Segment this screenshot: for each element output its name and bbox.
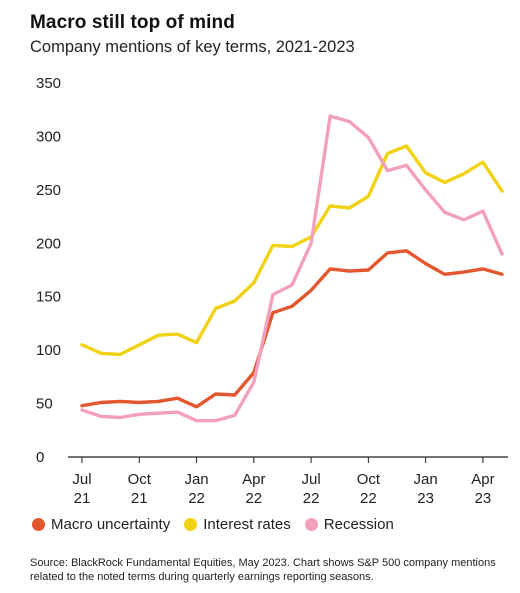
y-tick-label: 50 — [36, 396, 53, 413]
series-line-macro-uncertainty — [80, 249, 504, 409]
chart-subtitle: Company mentions of key terms, 2021-2023 — [30, 38, 355, 56]
y-tick-label: 250 — [36, 182, 61, 199]
x-tick-label-month: Jan — [414, 471, 438, 488]
x-tick-label-month: Jul — [72, 471, 91, 488]
chart-title: Macro still top of mind — [30, 12, 235, 33]
legend-item-interest-rates: Interest rates — [184, 516, 291, 533]
source-note: Source: BlackRock Fundamental Equities, … — [30, 557, 496, 583]
legend-swatch-recession — [304, 518, 318, 531]
x-tick-label-month: Jul — [301, 471, 320, 488]
y-tick-label: 100 — [36, 342, 61, 359]
y-tick-label: 0 — [36, 449, 44, 466]
x-tick-label-month: Apr — [242, 471, 265, 488]
series-line-interest-rates — [80, 144, 504, 357]
legend-swatch-interest-rates — [184, 518, 198, 531]
x-tick-label-month: Oct — [128, 471, 152, 488]
x-tick-label-year: 23 — [417, 490, 434, 507]
y-tick-label: 350 — [36, 75, 61, 92]
x-tick-label-year: 22 — [303, 490, 320, 507]
legend-label-macro-uncertainty: Macro uncertainty — [51, 516, 171, 533]
x-tick-label-month: Jan — [184, 471, 208, 488]
y-tick-label: 150 — [36, 289, 61, 306]
legend-item-macro-uncertainty: Macro uncertainty — [32, 516, 170, 533]
legend: Macro uncertainty Interest rates Recessi… — [32, 516, 408, 533]
y-tick-label: 300 — [36, 128, 61, 145]
x-tick-label-year: 21 — [74, 490, 91, 507]
series-line-recession — [80, 114, 504, 423]
x-tick-label-year: 23 — [475, 490, 492, 507]
x-tick-label-month: Oct — [357, 471, 381, 488]
x-tick-label-year: 21 — [131, 490, 148, 507]
legend-item-recession: Recession — [304, 516, 394, 533]
x-tick-label-month: Apr — [471, 471, 494, 488]
legend-label-interest-rates: Interest rates — [203, 516, 291, 533]
x-tick-label-year: 22 — [360, 490, 377, 507]
y-tick-label: 200 — [36, 235, 61, 252]
x-tick-label-year: 22 — [245, 490, 262, 507]
legend-swatch-macro-uncertainty — [32, 518, 45, 531]
x-tick-label-year: 22 — [188, 490, 205, 507]
legend-label-recession: Recession — [323, 516, 394, 533]
line-chart: 0 50 100 150 200 250 300 350 Jul 21 Oct 21 Jan 22 Apr 2… — [36, 75, 508, 507]
